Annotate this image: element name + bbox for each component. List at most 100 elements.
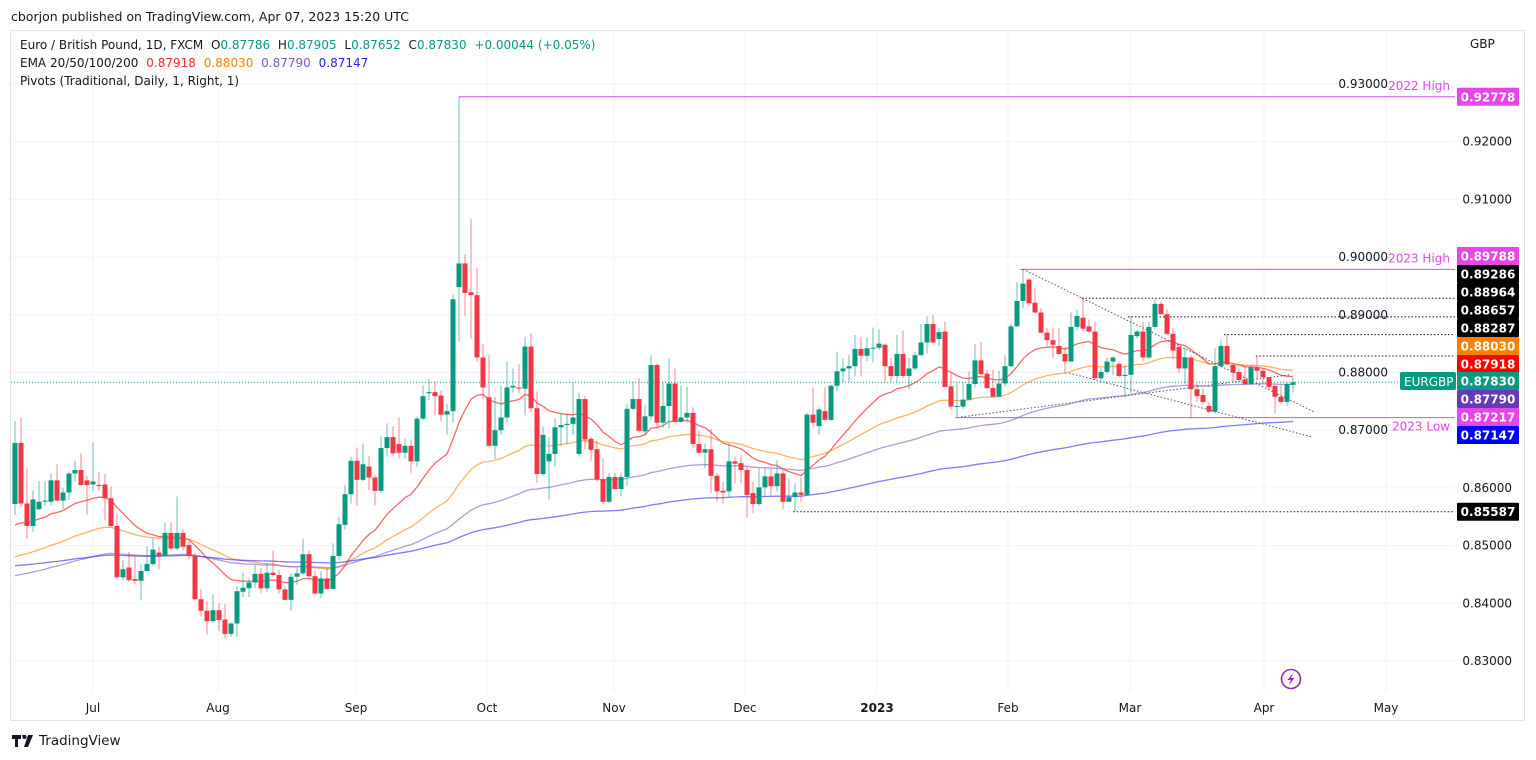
candle-body [480, 357, 486, 388]
x-tick-label: Feb [997, 701, 1018, 715]
candle [264, 563, 270, 592]
candle-body [570, 417, 576, 424]
x-tick-label: Dec [733, 701, 756, 715]
candle-body [270, 572, 276, 576]
candle [1224, 334, 1230, 365]
candle-body [330, 555, 336, 589]
candle-body [594, 449, 600, 480]
candle [108, 486, 114, 527]
candle [456, 96, 462, 342]
candle [660, 382, 666, 428]
candle [474, 268, 480, 362]
candle [96, 472, 102, 491]
chart-frame [10, 30, 1525, 721]
candle [672, 368, 678, 422]
candle-body [762, 476, 768, 488]
price-tag [1457, 502, 1519, 521]
candle [1062, 347, 1068, 374]
y-tick-label: 0.93000 [1338, 77, 1388, 91]
candle-body [294, 573, 300, 577]
candle-body [210, 610, 216, 622]
candle-body [660, 405, 666, 423]
candle [972, 344, 978, 388]
candle-body [558, 425, 564, 428]
candle [558, 413, 564, 447]
candle [1020, 269, 1026, 309]
candle [564, 413, 570, 445]
price-tag [1457, 247, 1519, 265]
y-tick-label: 0.90000 [1338, 250, 1388, 264]
candle-body [354, 460, 360, 480]
candle [414, 416, 420, 467]
candle [510, 368, 516, 393]
candle-body [582, 399, 588, 440]
candle-body [126, 567, 132, 581]
symbol-tag [1400, 372, 1456, 390]
candle-body [402, 445, 408, 453]
candle-body [300, 554, 306, 574]
candle [714, 473, 720, 502]
candle [888, 358, 894, 382]
candle [1080, 296, 1086, 331]
candle-body [522, 346, 528, 389]
candle [216, 603, 222, 631]
candle [1122, 364, 1128, 398]
brand-name: TradingView [39, 733, 121, 749]
candle [1044, 328, 1050, 346]
x-tick-label: Aug [206, 701, 229, 715]
tradingview-logo[interactable]: TradingView [12, 733, 121, 749]
candle-body [186, 545, 192, 556]
symbol-tag-label: EURGBP [1404, 375, 1453, 389]
price-axis: 0.83000 0.84000 0.85000 0.86000 0.87000 0.880… [1338, 37, 1512, 668]
candle [90, 442, 96, 492]
candle [930, 314, 936, 344]
candle [372, 475, 378, 506]
candle [462, 254, 468, 316]
candle [630, 381, 636, 411]
y-tick-label: 0.85000 [1462, 539, 1512, 553]
candle [468, 218, 474, 340]
candle-body [822, 411, 828, 420]
candle [282, 586, 288, 601]
lightning-icon[interactable] [1280, 668, 1302, 690]
candle-body [1140, 331, 1146, 358]
candle [852, 334, 858, 377]
candle-body [1008, 326, 1014, 367]
ema50-value: 0.88030 [203, 56, 254, 70]
candle [798, 477, 804, 502]
price-tag [1457, 87, 1519, 106]
candle-body [24, 503, 30, 526]
candle [774, 460, 780, 492]
symbol-name: Euro / British Pound, 1D, FXCM [20, 38, 204, 52]
ema20-line [14, 340, 1294, 584]
candle-body [1014, 300, 1020, 327]
candle [822, 387, 828, 421]
candle [1140, 321, 1146, 362]
candle-body [390, 437, 396, 454]
candle-body [216, 610, 222, 621]
candle-body [978, 360, 984, 375]
price-tag [1457, 408, 1519, 426]
candle-body [504, 387, 510, 418]
candle [1254, 356, 1260, 381]
candle-body [486, 397, 492, 446]
price-tag [1457, 390, 1519, 408]
candle [1212, 348, 1218, 414]
candle [12, 420, 18, 516]
candle-body [1134, 331, 1140, 337]
price-tag-label: 0.89788 [1461, 250, 1516, 264]
candle [732, 456, 738, 484]
candle-body [690, 412, 696, 445]
candle [684, 386, 690, 423]
legend-ema-row[interactable]: EMA 20/50/100/200 0.87918 0.88030 0.8779… [20, 56, 372, 70]
candle [804, 412, 810, 496]
price-tag-label: 0.87918 [1461, 358, 1516, 372]
level-label: 2023 Low [1392, 420, 1450, 434]
candle-body [450, 299, 456, 412]
x-tick-label: Sep [345, 701, 368, 715]
candle [198, 589, 204, 617]
candle [222, 603, 228, 639]
candle-body [708, 449, 714, 476]
legend-pivots-row[interactable]: Pivots (Traditional, Daily, 1, Right, 1) [20, 74, 243, 88]
